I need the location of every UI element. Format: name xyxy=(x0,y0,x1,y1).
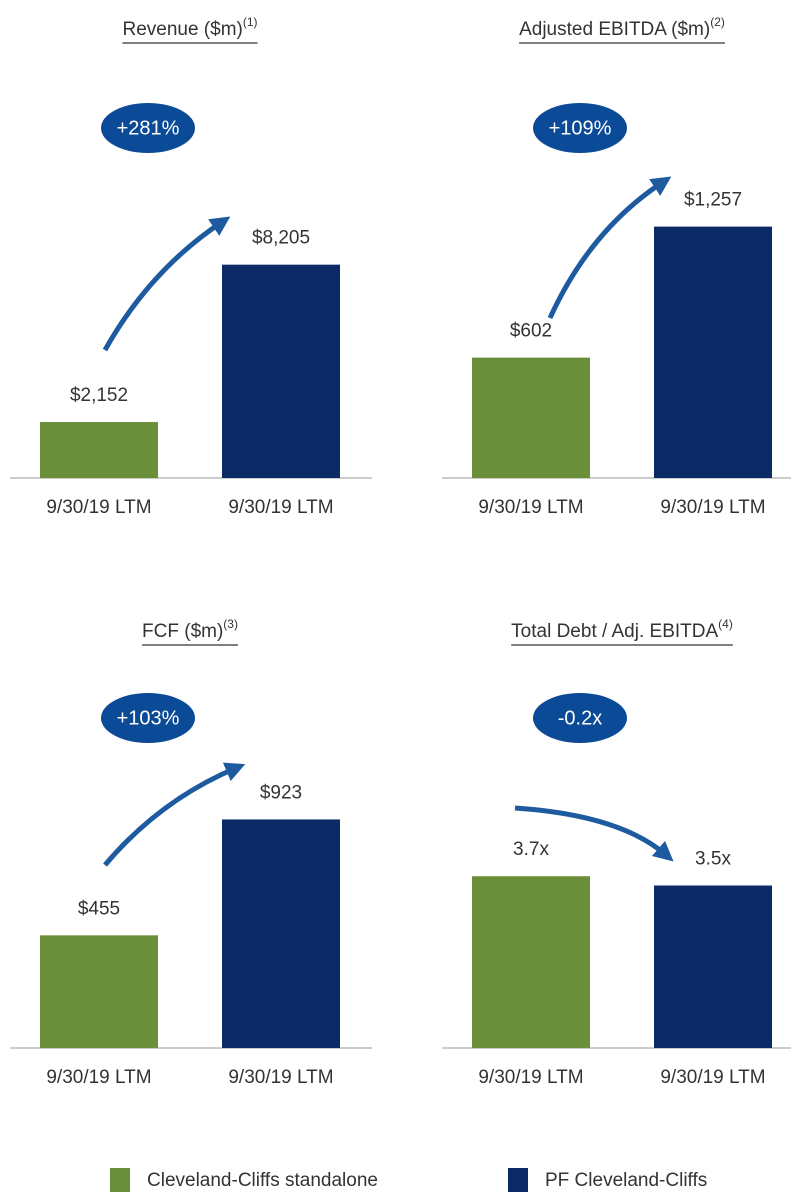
title-text: Revenue ($m) xyxy=(122,19,242,40)
badge-text: +281% xyxy=(117,117,180,139)
value-label: $602 xyxy=(510,321,552,342)
x-tick-label: 9/30/19 LTM xyxy=(46,497,151,518)
x-tick-label: 9/30/19 LTM xyxy=(660,497,765,518)
chart-title: FCF ($m)(3) xyxy=(142,617,238,642)
x-tick-label: 9/30/19 LTM xyxy=(228,1067,333,1088)
growth-arrow xyxy=(514,805,674,862)
growth-arrow xyxy=(547,176,672,320)
chart-title: Adjusted EBITDA ($m)(2) xyxy=(519,15,725,40)
title-footnote: (3) xyxy=(223,617,238,631)
badge xyxy=(101,693,195,743)
title-text: Adjusted EBITDA ($m) xyxy=(519,19,710,40)
x-tick-label: 9/30/19 LTM xyxy=(478,497,583,518)
badge-text: +109% xyxy=(549,117,612,139)
bar xyxy=(222,264,340,478)
x-tick-label: 9/30/19 LTM xyxy=(478,1067,583,1088)
title-footnote: (1) xyxy=(243,15,258,29)
badge xyxy=(533,693,627,743)
bar xyxy=(654,226,772,478)
title-text: Total Debt / Adj. EBITDA xyxy=(511,621,718,642)
growth-arrow xyxy=(103,762,246,867)
value-label: $8,205 xyxy=(252,228,310,249)
badge-text: +103% xyxy=(117,707,180,729)
bar xyxy=(472,876,590,1048)
bar xyxy=(40,422,158,478)
badge-text: -0.2x xyxy=(558,707,602,729)
value-label: $923 xyxy=(260,782,302,803)
legend-swatch xyxy=(110,1168,130,1192)
x-tick-label: 9/30/19 LTM xyxy=(660,1067,765,1088)
title-text: FCF ($m) xyxy=(142,621,223,642)
bar xyxy=(654,885,772,1048)
chart-title: Revenue ($m)(1) xyxy=(122,15,257,40)
bar xyxy=(40,935,158,1048)
value-label: 3.7x xyxy=(513,839,549,860)
legend-label: PF Cleveland-Cliffs xyxy=(545,1170,707,1191)
value-label: 3.5x xyxy=(695,849,731,870)
legend-swatch xyxy=(508,1168,528,1192)
x-tick-label: 9/30/19 LTM xyxy=(228,497,333,518)
value-label: $2,152 xyxy=(70,385,128,406)
badge xyxy=(533,103,627,153)
value-label: $1,257 xyxy=(684,190,742,211)
bar xyxy=(472,357,590,478)
x-tick-label: 9/30/19 LTM xyxy=(46,1067,151,1088)
growth-arrow xyxy=(102,216,231,352)
chart-title: Total Debt / Adj. EBITDA(4) xyxy=(511,617,733,642)
title-footnote: (2) xyxy=(710,15,725,29)
value-label: $455 xyxy=(78,898,120,919)
legend-label: Cleveland-Cliffs standalone xyxy=(147,1170,378,1191)
title-footnote: (4) xyxy=(718,617,733,631)
bar xyxy=(222,819,340,1048)
badge xyxy=(101,103,195,153)
